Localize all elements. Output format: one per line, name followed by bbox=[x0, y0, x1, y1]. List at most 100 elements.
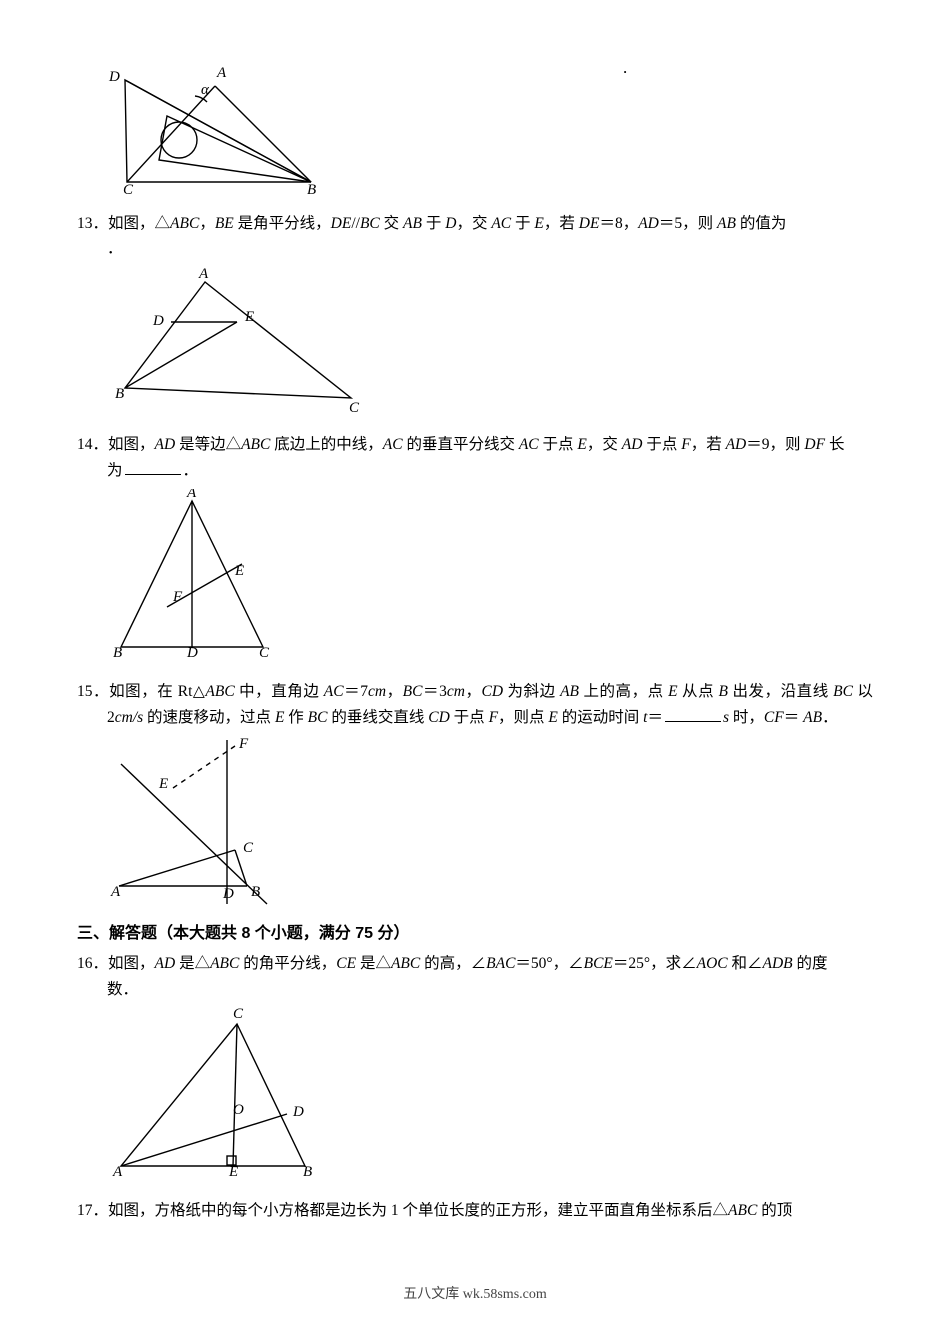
p16-e: 的高，∠ bbox=[420, 955, 486, 972]
problem-16: 16．如图，AD 是△ABC 的角平分线，CE 是△ABC 的高，∠BAC＝50… bbox=[77, 951, 873, 1192]
page-mark: ． bbox=[622, 58, 635, 79]
svg-text:A: A bbox=[186, 489, 197, 501]
p16-d: 是△ bbox=[356, 955, 391, 972]
figure-p15: A B C D E F bbox=[107, 736, 873, 915]
p13-d: 交 bbox=[380, 215, 403, 232]
svg-text:C: C bbox=[259, 645, 270, 661]
p15-c: ＝7 bbox=[344, 683, 368, 700]
svg-text:C: C bbox=[243, 840, 254, 856]
p16-svg: A B C D E O bbox=[107, 1008, 327, 1183]
p14-a: 如图， bbox=[108, 436, 155, 453]
p15-text: 15．如图，在 Rt△ABC 中，直角边 AC＝7cm，BC＝3cm，CD 为斜… bbox=[77, 679, 873, 730]
p13-g: 于 bbox=[511, 215, 534, 232]
p15-AB2: AB bbox=[803, 709, 822, 726]
p13-DE2: DE bbox=[579, 215, 600, 232]
p13-fsep: ，交 bbox=[456, 215, 491, 232]
p15-q: 的运动时间 bbox=[558, 709, 643, 726]
p14-DF: DF bbox=[804, 436, 825, 453]
p15-BC: BC bbox=[403, 683, 423, 700]
p15-j: 出发，沿直线 bbox=[728, 683, 833, 700]
p15-cms: cm/s bbox=[115, 709, 143, 726]
p14-AD2: AD bbox=[622, 436, 643, 453]
p16-i: 的度 bbox=[793, 955, 828, 972]
p14-text: 14．如图，AD 是等边△ABC 底边上的中线，AC 的垂直平分线交 AC 于点… bbox=[77, 432, 873, 458]
p16-AOC: AOC bbox=[697, 955, 728, 972]
p13-BCa: BC bbox=[360, 215, 380, 232]
p14-c: 底边上的中线， bbox=[270, 436, 382, 453]
p15-l: 的速度移动，过点 bbox=[143, 709, 275, 726]
p15-a: 如图，在 Rt△ bbox=[109, 683, 205, 700]
p14-e: 于点 bbox=[539, 436, 578, 453]
p15-CF: CF bbox=[764, 709, 784, 726]
p14-g: 于点 bbox=[642, 436, 681, 453]
p14-f: ，交 bbox=[587, 436, 622, 453]
p15-num: 15． bbox=[77, 683, 109, 700]
problem-14: 14．如图，AD 是等边△ABC 底边上的中线，AC 的垂直平分线交 AC 于点… bbox=[77, 432, 873, 673]
p16-g: ＝25°，求∠ bbox=[613, 955, 697, 972]
p16-ADB: ADB bbox=[763, 955, 793, 972]
p15-r: ＝ bbox=[647, 709, 663, 726]
p13-e: 于 bbox=[422, 215, 445, 232]
p13-a: 如图，△ bbox=[108, 215, 170, 232]
p14-k: 为 bbox=[107, 462, 123, 479]
svg-text:E: E bbox=[234, 563, 244, 579]
svg-text:B: B bbox=[307, 182, 316, 196]
p16-h: 和∠ bbox=[728, 955, 763, 972]
p15-m: 作 bbox=[284, 709, 307, 726]
p13-ABa: AB bbox=[403, 215, 422, 232]
p15-BC3: BC bbox=[308, 709, 328, 726]
svg-text:B: B bbox=[113, 645, 122, 661]
svg-text:E: E bbox=[244, 309, 254, 325]
p13-ABb: AB bbox=[717, 215, 736, 232]
svg-text:D: D bbox=[152, 313, 164, 329]
svg-text:B: B bbox=[115, 386, 124, 402]
p14-AD: AD bbox=[155, 436, 176, 453]
p13-DE: DE bbox=[331, 215, 352, 232]
p15-dot: ． bbox=[822, 709, 838, 726]
p17-b: 的顶 bbox=[757, 1202, 792, 1219]
p16-c: 的角平分线， bbox=[239, 955, 336, 972]
p15-h: 上的高，点 bbox=[579, 683, 668, 700]
p17-num: 17． bbox=[77, 1202, 108, 1219]
p15-B1: B bbox=[719, 683, 728, 700]
p13-num: 13． bbox=[77, 215, 108, 232]
svg-text:C: C bbox=[123, 182, 134, 196]
p15-ss: 时， bbox=[729, 709, 764, 726]
p16-BAC: BAC bbox=[486, 955, 515, 972]
p14-blank bbox=[125, 459, 181, 475]
svg-text:C: C bbox=[349, 400, 360, 416]
p13-c: 是角平分线， bbox=[234, 215, 331, 232]
svg-text:B: B bbox=[303, 1164, 312, 1180]
section-3-header: 三、解答题（本大题共 8 个小题，满分 75 分） bbox=[77, 921, 873, 947]
p15-AC: AC bbox=[324, 683, 344, 700]
p14-F: F bbox=[681, 436, 690, 453]
figure-p16: A B C D E O bbox=[107, 1008, 873, 1192]
p15-p: ，则点 bbox=[498, 709, 548, 726]
p12-svg: D A C B α bbox=[107, 66, 327, 196]
p14-line2: 为． bbox=[77, 458, 873, 484]
p16-ABC1: ABC bbox=[210, 955, 239, 972]
p14-i: ＝9，则 bbox=[746, 436, 804, 453]
svg-text:D: D bbox=[292, 1104, 304, 1120]
svg-text:F: F bbox=[238, 736, 249, 752]
p16-text: 16．如图，AD 是△ABC 的角平分线，CE 是△ABC 的高，∠BAC＝50… bbox=[77, 951, 873, 977]
p16-num: 16． bbox=[77, 955, 108, 972]
p15-CD2: CD bbox=[428, 709, 450, 726]
p13-E: E bbox=[534, 215, 543, 232]
p14-dot: ． bbox=[183, 462, 199, 479]
footer: 五八文库 wk.58sms.com bbox=[0, 1283, 950, 1306]
svg-text:E: E bbox=[228, 1164, 238, 1180]
problem-17: 17．如图，方格纸中的每个小方格都是边长为 1 个单位长度的正方形，建立平面直角… bbox=[77, 1198, 873, 1224]
p15-i: 从点 bbox=[678, 683, 719, 700]
p13-dot: ． bbox=[77, 236, 873, 262]
p15-F1: F bbox=[489, 709, 498, 726]
p13-ABC: ABC bbox=[170, 215, 199, 232]
p17-text: 17．如图，方格纸中的每个小方格都是边长为 1 个单位长度的正方形，建立平面直角… bbox=[77, 1198, 873, 1224]
p15-cm1: cm bbox=[368, 683, 386, 700]
p16-a: 如图， bbox=[108, 955, 155, 972]
p16-f: ＝50°，∠ bbox=[515, 955, 583, 972]
svg-text:F: F bbox=[172, 589, 183, 605]
p15-g: 为斜边 bbox=[503, 683, 560, 700]
figure-p14: A B C D E F bbox=[107, 489, 873, 673]
p15-n: 的垂线交直线 bbox=[327, 709, 428, 726]
